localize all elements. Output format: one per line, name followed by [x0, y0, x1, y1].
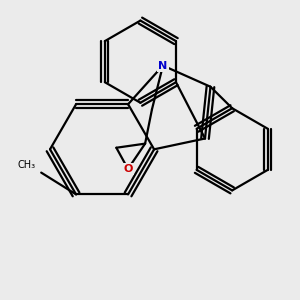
Text: N: N: [158, 61, 167, 70]
Text: CH₃: CH₃: [18, 160, 36, 170]
Text: O: O: [123, 164, 133, 174]
